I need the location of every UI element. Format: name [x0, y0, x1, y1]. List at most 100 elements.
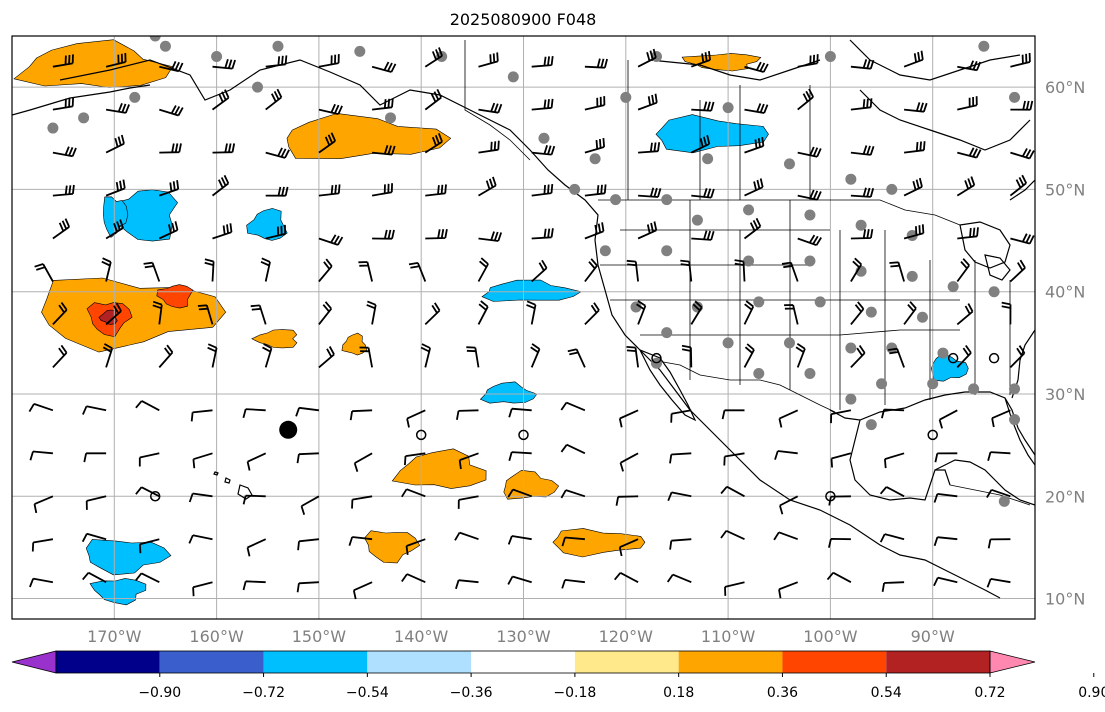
wind-barb — [584, 58, 608, 69]
station-marker — [978, 40, 990, 52]
station-marker — [620, 91, 632, 103]
station-marker — [78, 112, 90, 124]
wind-barb — [212, 143, 236, 154]
station-marker — [691, 214, 703, 226]
wind-barb — [408, 262, 427, 282]
wind-barb — [619, 452, 639, 472]
wind-barb — [667, 491, 692, 502]
station-marker — [876, 378, 888, 390]
wind-barb — [508, 451, 532, 461]
wind-barb — [265, 88, 283, 111]
wind-barb — [138, 452, 160, 467]
wind-barb — [300, 495, 320, 515]
wind-barb — [158, 344, 174, 368]
colorbar-tick-label: −0.54 — [346, 685, 389, 701]
wind-barb — [466, 346, 480, 368]
wind-barb — [296, 452, 319, 464]
station-marker — [47, 122, 59, 134]
wind-barb — [636, 300, 647, 325]
station-marker — [865, 306, 877, 318]
wind-barb — [83, 452, 107, 463]
wind-barb — [1001, 301, 1012, 325]
wind-barb — [618, 409, 639, 428]
station-marker — [968, 383, 980, 395]
longitude-label: 160°W — [189, 627, 244, 646]
wind-barb — [212, 223, 233, 240]
station-marker — [814, 296, 826, 308]
station-marker — [569, 183, 581, 195]
colorbar-segment — [263, 651, 368, 673]
station-marker — [916, 311, 928, 323]
wind-barb — [246, 452, 267, 471]
station-marker — [845, 393, 857, 405]
wind-barb — [743, 300, 755, 325]
station-marker — [159, 40, 171, 52]
longitude-label: 150°W — [292, 627, 347, 646]
station-marker — [252, 81, 264, 93]
wind-barb — [318, 184, 341, 197]
wind-barb — [797, 234, 822, 247]
wind-barb — [188, 534, 213, 544]
wind-barb — [102, 343, 114, 368]
station-marker — [507, 71, 519, 83]
wind-barb — [903, 224, 925, 240]
wind-barb — [691, 101, 715, 112]
wind-barb — [531, 259, 548, 283]
colorbar-tick-label: 0.90 — [1078, 685, 1105, 701]
latitude-label: 30°N — [1045, 385, 1085, 404]
wind-barb — [637, 221, 658, 240]
wind-barb — [105, 179, 126, 197]
wind-barb — [560, 443, 586, 455]
station-marker — [599, 245, 611, 257]
wind-barb — [139, 538, 160, 554]
wind-barb — [773, 531, 799, 541]
wind-barb — [795, 343, 806, 368]
wind-barb — [938, 409, 958, 429]
station-marker-open — [149, 491, 161, 502]
station-marker — [804, 255, 816, 267]
wind-barb — [52, 54, 74, 68]
wind-barb — [904, 102, 928, 113]
wind-barb — [957, 96, 978, 111]
wind-barb — [680, 259, 693, 282]
shaded-region — [552, 528, 646, 558]
wind-barb — [956, 303, 974, 326]
wind-barb — [404, 452, 426, 466]
station-marker — [661, 194, 673, 206]
wind-barb — [101, 257, 112, 282]
station-marker — [354, 45, 366, 57]
wind-barb — [478, 52, 499, 68]
wind-barb — [828, 495, 851, 506]
wind-barb — [903, 177, 923, 197]
wind-barb — [637, 93, 658, 111]
wind-barb — [82, 571, 107, 583]
wind-barb — [638, 142, 661, 154]
wind-barb — [797, 189, 822, 201]
wind-barb — [531, 55, 554, 68]
wind-barb — [424, 302, 441, 326]
wind-barb — [1010, 52, 1031, 68]
station-marker — [988, 286, 1000, 298]
wind-barb — [52, 218, 71, 240]
longitude-label: 140°W — [394, 627, 449, 646]
colorbar-extend-high — [989, 650, 1036, 674]
station-marker — [538, 132, 550, 144]
station-marker — [1009, 414, 1021, 426]
longitude-label: 130°W — [496, 627, 551, 646]
wind-barb — [797, 88, 814, 111]
wind-barb — [424, 89, 443, 111]
station-marker — [855, 219, 867, 231]
wind-barb — [879, 533, 905, 543]
latitude-label: 40°N — [1045, 283, 1085, 302]
station-marker-open — [988, 352, 1000, 364]
colorbar-tick-label: −0.36 — [450, 685, 493, 701]
wind-barb — [784, 304, 799, 325]
colorbar-frame — [55, 650, 991, 674]
wind-barb — [85, 495, 107, 510]
wind-barb — [159, 143, 182, 154]
station-marker — [906, 270, 918, 282]
wind-barb — [691, 188, 715, 199]
wind-barb — [903, 301, 917, 325]
wind-barb — [743, 217, 762, 240]
wind-barb — [135, 572, 160, 584]
